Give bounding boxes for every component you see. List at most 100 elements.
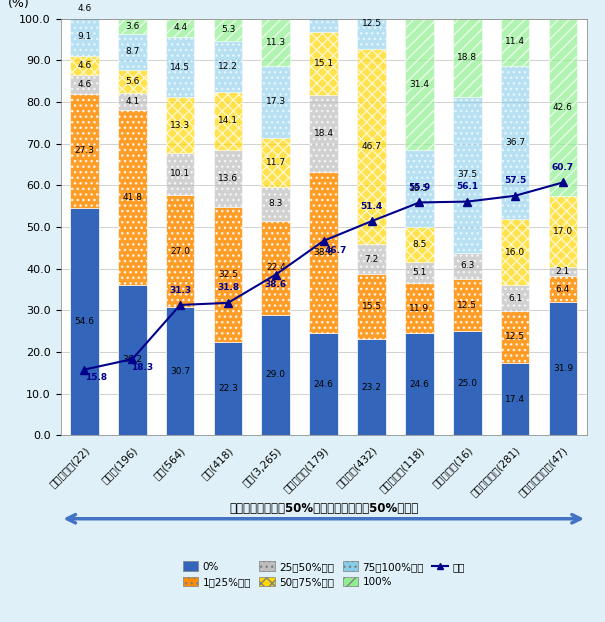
Text: 38.6: 38.6 [265,280,287,289]
Text: 57.5: 57.5 [504,177,526,185]
Text: 6.3: 6.3 [460,261,474,271]
Bar [261,221,290,315]
Bar [70,56,99,75]
Text: 8.3: 8.3 [269,200,283,208]
Bar [214,91,243,151]
Text: 5.1: 5.1 [412,268,427,277]
Text: 41.8: 41.8 [122,193,142,202]
Text: 15.8: 15.8 [85,373,108,382]
Y-axis label: (%): (%) [7,0,29,11]
Bar [166,153,194,195]
Text: 11.7: 11.7 [266,158,286,167]
Text: 14.5: 14.5 [170,63,190,72]
Text: 10.1: 10.1 [170,169,190,179]
Text: 17.3: 17.3 [266,97,286,106]
Bar [405,333,434,435]
Bar [357,274,386,339]
Text: 9.1: 9.1 [77,32,91,41]
Text: 4.6: 4.6 [77,80,91,89]
Bar [118,93,146,110]
Bar [549,196,577,267]
Text: 24.6: 24.6 [314,379,333,389]
Bar [405,226,434,262]
Bar [453,96,482,253]
Text: 15.5: 15.5 [361,302,382,311]
Text: 54.6: 54.6 [74,317,94,326]
Bar [214,151,243,207]
Text: 11.3: 11.3 [266,38,286,47]
Bar [549,19,577,196]
Text: 25.0: 25.0 [457,379,477,388]
Text: 4.6: 4.6 [77,4,91,12]
Bar [357,339,386,435]
Text: 32.5: 32.5 [218,270,238,279]
Text: 51.4: 51.4 [361,202,382,211]
Text: 27.3: 27.3 [74,146,94,156]
Bar [357,244,386,274]
Text: 8.5: 8.5 [412,240,427,249]
Bar [214,207,243,343]
Text: 31.9: 31.9 [553,364,573,373]
Bar [166,37,194,98]
Text: 18.3: 18.3 [131,363,153,371]
Bar [118,19,146,34]
Text: 17.0: 17.0 [553,227,573,236]
Text: 7.2: 7.2 [364,254,379,264]
Bar [549,276,577,302]
Bar [70,208,99,435]
Text: 60.7: 60.7 [552,163,574,172]
Text: 18.8: 18.8 [457,53,477,62]
Text: 12.5: 12.5 [362,19,382,28]
Text: 23.2: 23.2 [362,383,382,392]
Text: 56.1: 56.1 [456,182,479,191]
Text: 22.3: 22.3 [218,384,238,394]
Text: 15.1: 15.1 [313,59,334,68]
Bar [405,149,434,226]
Text: 38.6: 38.6 [313,248,334,257]
Text: 4.1: 4.1 [125,97,139,106]
Text: 12.5: 12.5 [457,300,477,310]
Text: 6.1: 6.1 [508,294,522,302]
Text: 12.5: 12.5 [505,332,525,341]
Text: 6.4: 6.4 [556,285,570,294]
Text: 18.5: 18.5 [410,183,430,193]
Bar [501,311,529,363]
Bar [549,267,577,276]
Text: 17.4: 17.4 [505,394,525,404]
Bar [166,195,194,307]
Bar [118,34,146,70]
Text: 13.6: 13.6 [218,174,238,183]
Bar [118,284,146,435]
Text: 22.4: 22.4 [266,263,286,272]
Text: 4.4: 4.4 [173,24,187,32]
Text: 11.4: 11.4 [505,37,525,47]
Text: 14.1: 14.1 [218,116,238,126]
Bar [261,187,290,221]
Bar [214,19,243,41]
Bar [549,302,577,435]
Text: 13.3: 13.3 [170,121,190,129]
Text: 55.9: 55.9 [408,183,431,192]
Bar [309,172,338,333]
Bar [70,0,99,18]
Text: 36.2: 36.2 [122,355,142,364]
Bar [166,307,194,435]
Bar [261,19,290,66]
Text: 46.7: 46.7 [324,246,347,256]
Text: 4.6: 4.6 [77,61,91,70]
Text: 31.3: 31.3 [169,285,191,295]
Bar [309,32,338,95]
Text: 11.9: 11.9 [410,304,430,313]
Text: 5.3: 5.3 [221,26,235,34]
Bar [453,18,482,96]
Bar [309,333,338,435]
Bar [261,138,290,187]
Bar [166,19,194,37]
Bar [405,262,434,283]
Bar [405,19,434,149]
Bar [453,331,482,435]
Bar [501,219,529,285]
Text: 12.2: 12.2 [218,62,238,71]
Bar [118,110,146,284]
Text: 2.1: 2.1 [556,267,570,276]
